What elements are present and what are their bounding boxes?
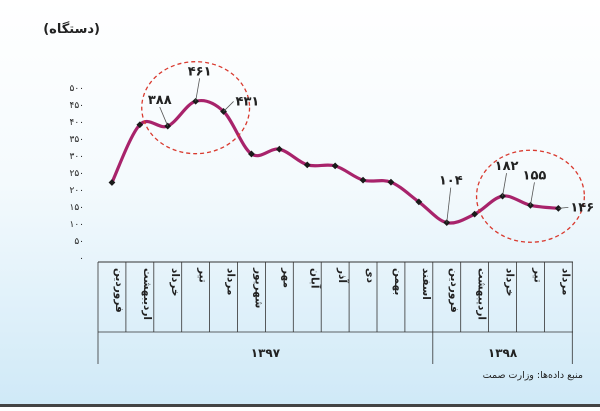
category-label: بهمن (392, 268, 404, 295)
series-line (110, 98, 559, 225)
y-tick-label: ۱۰۰ (69, 220, 84, 230)
data-label: ۱۸۲ (495, 159, 519, 174)
y-tick-label: ۴۰۰ (69, 118, 84, 128)
data-point (303, 161, 311, 169)
data-label: ۱۴۶ (570, 200, 594, 215)
data-point (275, 145, 283, 153)
category-label: اسفند (420, 268, 432, 300)
y-tick-label: ۳۵۰ (69, 135, 84, 145)
data-point (471, 210, 479, 218)
category-label: فروردین (113, 268, 125, 313)
data-point (248, 150, 255, 158)
highlight-ellipse (141, 61, 251, 155)
y-tick-label: ۲۰۰ (69, 186, 84, 196)
data-label: ۴۶۱ (188, 64, 212, 79)
data-label: ۳۸۸ (148, 93, 172, 108)
data-label: ۱۵۵ (523, 168, 547, 183)
category-label: تیر (197, 267, 209, 283)
category-label: اردیبهشت (141, 268, 153, 320)
data-point (331, 162, 339, 170)
category-label: آذر (336, 267, 349, 283)
data-point (136, 121, 144, 129)
category-label: مهر (280, 267, 292, 288)
data-point (220, 108, 227, 115)
category-label: مرداد (225, 268, 237, 295)
highlight-ellipse (475, 149, 586, 243)
y-tick-label: ۳۰۰ (69, 152, 84, 162)
y-tick-label: ۴۵۰ (69, 101, 84, 111)
data-label-leader (159, 106, 169, 127)
data-point (108, 179, 116, 186)
data-point (387, 178, 395, 186)
bottom-rule (0, 404, 600, 407)
data-label-leader (223, 101, 234, 112)
category-label: اردیبهشت (476, 268, 488, 320)
year-label: ۱۳۹۸ (488, 346, 518, 360)
unit-label: (دستگاه) (43, 21, 100, 37)
category-label: تیر (531, 267, 543, 283)
y-tick-label: ۲۵۰ (69, 169, 84, 179)
source-label: منبع داده‌ها: وزارت صمت (483, 370, 583, 381)
data-point (415, 198, 423, 206)
y-tick-label: ۵۰ (74, 237, 84, 247)
category-label: شهریور (252, 267, 264, 308)
data-label: ۴۳۱ (236, 94, 260, 109)
data-label-leader (446, 187, 452, 223)
data-label: ۱۰۴ (439, 174, 463, 189)
y-tick-label: ۵۰۰ (69, 84, 84, 94)
data-label-leader (530, 182, 535, 206)
category-label: آبان (308, 268, 321, 289)
data-point (359, 176, 367, 184)
data-label-leader (502, 173, 507, 197)
category-label: دی (364, 268, 376, 284)
category-label: خرداد (169, 268, 181, 296)
y-tick-label: ۱۵۰ (69, 203, 84, 213)
data-label-leader (558, 206, 569, 209)
category-label: فروردین (448, 268, 460, 313)
data-label-leader (195, 78, 201, 102)
y-tick-label: ۰ (79, 254, 84, 264)
year-label: ۱۳۹۷ (251, 346, 281, 360)
category-label: خرداد (504, 268, 516, 296)
category-label: مرداد (559, 268, 571, 295)
